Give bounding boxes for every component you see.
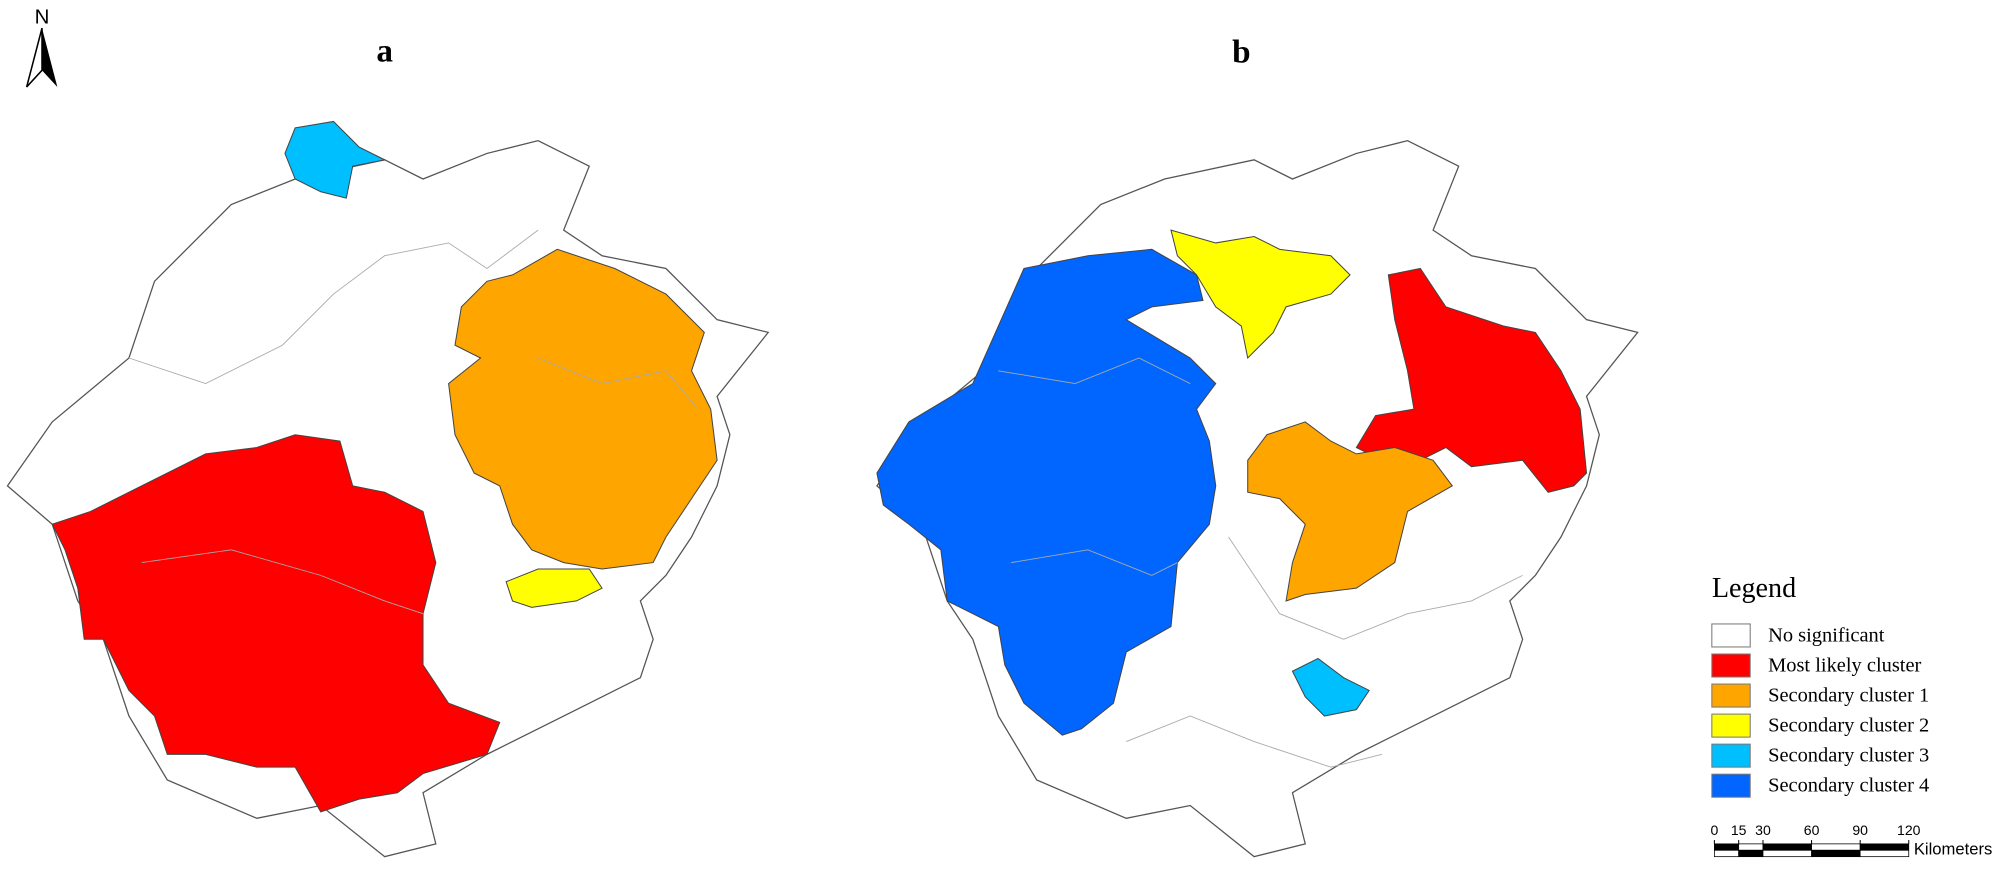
- north-label: N: [35, 5, 50, 28]
- boundary: [1228, 536, 1523, 640]
- legend-swatch: [1711, 683, 1751, 708]
- region: [876, 248, 1217, 736]
- boundary: [537, 357, 699, 410]
- legend-swatch: [1711, 653, 1751, 678]
- legend-label: Most likely cluster: [1768, 654, 1921, 676]
- scale-tick-label: 90: [1852, 822, 1868, 838]
- scale-tick-label: 0: [1710, 822, 1718, 838]
- legend-swatch: [1711, 743, 1751, 768]
- legend-swatch: [1711, 713, 1751, 738]
- scale-segment: [1738, 843, 1764, 851]
- region: [1355, 267, 1588, 493]
- scale-tick-label: 60: [1804, 822, 1820, 838]
- boundary: [1126, 715, 1383, 768]
- scale-bar: 0 15 30 60 90 120 Kilometers: [1710, 822, 1992, 859]
- region: [51, 434, 501, 813]
- scale-segment: [1714, 849, 1740, 858]
- scale-segment: [1762, 849, 1812, 858]
- region: [448, 248, 718, 570]
- panel-label: b: [1232, 34, 1250, 71]
- scale-tick-label: 15: [1731, 822, 1747, 838]
- scale-segment: [1738, 849, 1764, 858]
- panel-a: a: [6, 32, 769, 858]
- north-arrow: N: [25, 5, 58, 88]
- scale-tick-label: 120: [1897, 822, 1921, 838]
- boundary: [1011, 549, 1178, 576]
- legend-title: Legend: [1712, 573, 1796, 604]
- panel-b: b: [876, 34, 1639, 858]
- scale-segment: [1714, 843, 1740, 851]
- scale-segment: [1811, 849, 1861, 858]
- scale-segment: [1762, 843, 1812, 851]
- scale-segment: [1859, 843, 1910, 851]
- region: [1291, 657, 1370, 717]
- legend-swatch: [1711, 773, 1751, 798]
- legend-swatch: [1711, 623, 1751, 648]
- boundary: [141, 549, 424, 615]
- region: [505, 568, 603, 608]
- scale-tick-label: 30: [1755, 822, 1771, 838]
- region: [1247, 421, 1454, 602]
- scale-segment: [1859, 849, 1910, 858]
- legend: Legend No significant Most likely cluster…: [1711, 573, 1929, 798]
- region: [1170, 229, 1351, 360]
- panel-label: a: [376, 32, 393, 69]
- region: [284, 120, 387, 199]
- legend-label: Secondary cluster 3: [1768, 745, 1929, 767]
- legend-label: Secondary cluster 4: [1768, 775, 1929, 797]
- legend-label: Secondary cluster 1: [1768, 685, 1929, 707]
- legend-label: Secondary cluster 2: [1768, 715, 1929, 737]
- scale-unit: Kilometers: [1914, 840, 1992, 859]
- scale-segment: [1811, 843, 1861, 851]
- legend-label: No significant: [1768, 624, 1885, 646]
- boundary: [998, 357, 1191, 385]
- boundary: [128, 229, 539, 385]
